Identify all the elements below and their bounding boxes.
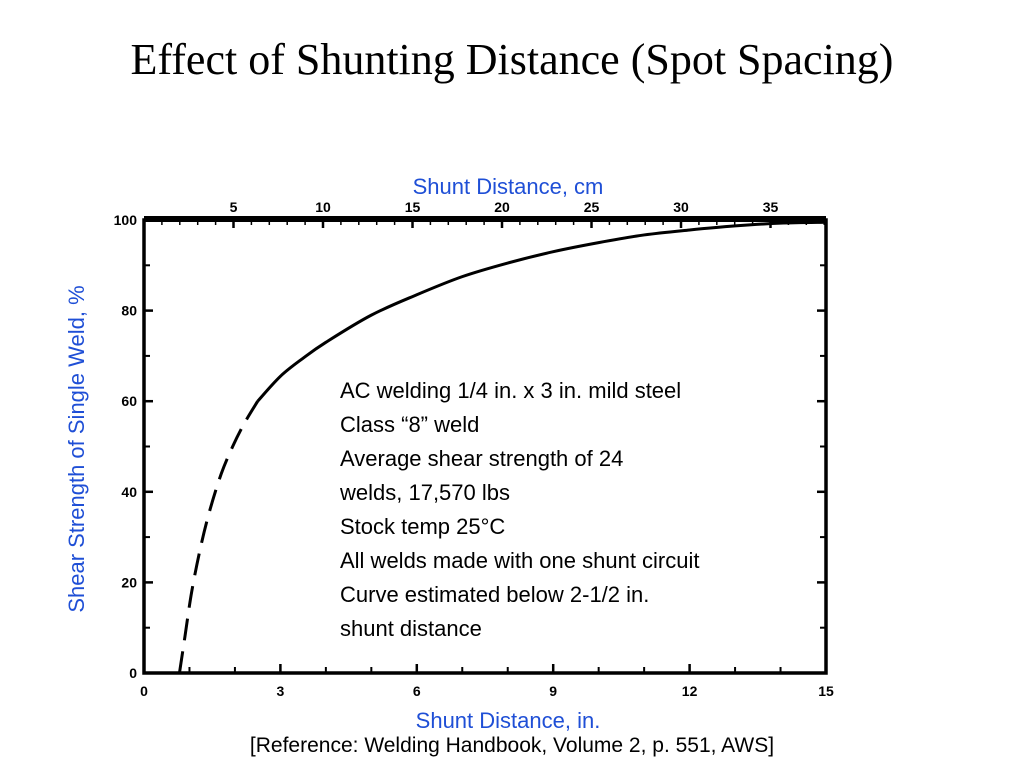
x2-tick-label: 20 [494, 199, 510, 215]
x-tick-label: 12 [682, 683, 698, 699]
annotation-line: Stock temp 25°C [340, 514, 505, 539]
measured-curve [256, 220, 827, 403]
top-band [144, 216, 826, 222]
annotation-text: AC welding 1/4 in. x 3 in. mild steel Cl… [339, 378, 706, 641]
x-axis-top-label: Shunt Distance, cm [413, 174, 604, 199]
y-tick-label: 20 [121, 574, 137, 590]
x2-tick-label: 10 [315, 199, 331, 215]
y-tick-label: 100 [114, 212, 138, 228]
x2-tick-label: 30 [673, 199, 689, 215]
reference-citation: [Reference: Welding Handbook, Volume 2, … [249, 734, 775, 757]
annotation-line: welds, 17,570 lbs [339, 480, 510, 505]
y-tick-label: 40 [121, 484, 137, 500]
x-tick-label: 15 [818, 683, 834, 699]
annotation-line: Average shear strength of 24 [340, 446, 623, 471]
y-tick-label: 60 [121, 393, 137, 409]
x-tick-label: 9 [549, 683, 557, 699]
annotation-line: AC welding 1/4 in. x 3 in. mild steel [340, 378, 681, 403]
annotation-line: Class “8” weld [340, 412, 479, 437]
x2-tick-label: 5 [230, 199, 238, 215]
slide-title: Effect of Shunting Distance (Spot Spacin… [130, 35, 894, 84]
annotation-line: Curve estimated below 2-1/2 in. [340, 582, 649, 607]
x-tick-label: 0 [140, 683, 148, 699]
annotation-line: All welds made with one shunt circuit [340, 548, 700, 573]
y-tick-label: 80 [121, 303, 137, 319]
x-tick-label: 6 [413, 683, 421, 699]
annotation-line: shunt distance [340, 616, 482, 641]
estimated-curve-dashed [177, 400, 259, 674]
y-axis-label: Shear Strength of Single Weld, % [64, 285, 89, 612]
x2-tick-label: 35 [763, 199, 779, 215]
x2-tick-label: 15 [405, 199, 421, 215]
y-tick-label: 0 [129, 665, 137, 681]
x2-tick-label: 25 [584, 199, 600, 215]
x-tick-label: 3 [277, 683, 285, 699]
x-axis-label: Shunt Distance, in. [416, 708, 601, 733]
